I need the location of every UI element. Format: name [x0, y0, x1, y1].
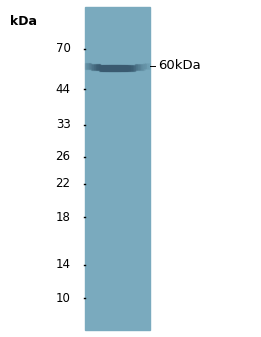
Text: 33: 33 [56, 118, 70, 131]
Text: 14: 14 [56, 258, 70, 271]
Text: 60kDa: 60kDa [158, 59, 201, 72]
Text: 44: 44 [56, 83, 70, 96]
Text: 10: 10 [56, 292, 70, 305]
Text: 70: 70 [56, 42, 70, 55]
Text: 22: 22 [56, 177, 70, 190]
Text: kDa: kDa [10, 15, 37, 28]
Text: 26: 26 [56, 150, 70, 163]
Text: 18: 18 [56, 211, 70, 224]
Bar [85, 7, 150, 330]
